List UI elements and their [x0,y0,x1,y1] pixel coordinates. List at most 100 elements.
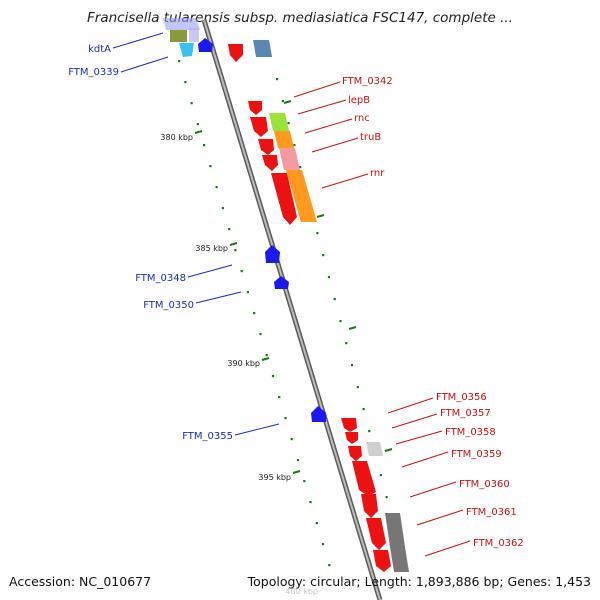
accession-text: Accession: NC_010677 [9,574,151,589]
tick-dot-left [278,396,281,399]
dna-backbone [201,19,383,600]
cog-grey-box-2 [390,547,409,572]
cog-olive-box [170,30,187,42]
tick-dot-left [259,333,262,336]
tick-dot-left [196,123,199,126]
tick-dot-right [322,254,325,257]
tick-dot-right [333,298,336,301]
gene-rnr [271,173,297,225]
gene-FTM_0357 [345,432,358,444]
gene-FTM_0362 [373,550,391,572]
tick-dot-left [271,375,275,378]
gene-truB [262,155,278,171]
tick-dot-left [228,228,231,231]
gene-FTM_0342 [248,101,262,115]
label-FTM_0358: FTM_0358 [445,427,496,438]
tick-label-380: 380 kbp [160,133,193,142]
label-FTM_0357: FTM_0357 [440,408,491,419]
tick-dot-right [379,474,382,477]
tick-dot-right [385,496,388,499]
tick-label-390: 390 kbp [227,359,260,368]
cog-green-lepB [269,113,289,131]
forward-gene-labels: FTM_0342 lepB rnc truB rnr FTM_0356 FTM_… [293,76,524,557]
label-FTM_0362: FTM_0362 [473,538,524,549]
label-FTM_0356: FTM_0356 [436,392,487,403]
tick-dot-left [240,270,243,273]
tick-major-right [348,325,357,331]
tick-major-left [229,241,238,247]
tick-dot-left [309,501,312,504]
tick-dot-right [345,342,348,345]
tick-major-left [194,129,203,135]
tick-dot-left [265,354,268,357]
label-FTM_0355: FTM_0355 [182,431,233,442]
tick-dot-right [327,276,331,279]
label-FTM_0361: FTM_0361 [466,507,517,518]
tick-dot-left [190,102,193,105]
tick-dot-left [184,81,187,84]
tick-dot-left [321,543,325,546]
reverse-gene-labels: kdtA FTM_0339 FTM_0348 FTM_0350 FTM_0355 [68,32,280,442]
scale-labels: 380 kbp 385 kbp 390 kbp 395 kbp 400 kbp [160,133,318,596]
tick-dot-right [339,320,342,323]
tick-dot-left [178,60,181,63]
label-FTM_0350: FTM_0350 [143,300,194,311]
gene-FTM_0348 [265,245,280,263]
gene-kdtA-arrow [198,38,213,52]
tick-dot-right [368,430,371,433]
label-FTM_0342: FTM_0342 [342,76,393,87]
label-FTM_0339: FTM_0339 [68,67,119,78]
topology-text: Topology: circular; Length: 1,893,886 bp… [247,574,591,589]
tick-dot-left [315,522,318,525]
tick-dot-right [287,122,290,125]
label-rnr: rnr [370,168,385,179]
tick-dot-left [303,480,306,483]
tick-dot-right [299,166,302,169]
tick-major-right [384,447,393,453]
tick-dot-left [221,207,224,210]
tick-label-395: 395 kbp [258,473,291,482]
tick-major-left [292,469,301,475]
tick-dot-right [362,408,365,411]
gene-features [179,38,409,572]
label-rnc: rnc [354,113,370,124]
label-FTM_0360: FTM_0360 [459,479,510,490]
tick-dot-left [296,459,300,462]
tick-label-400: 400 kbp [285,587,318,596]
tick-dot-left [284,417,287,420]
gene-FTM_0356 [341,418,357,432]
label-FTM_0348: FTM_0348 [135,273,186,284]
gene-FTM_0361 [366,518,386,550]
cog-orange-rnr [286,170,317,222]
label-kdtA: kdtA [88,44,111,55]
map-title: Francisella tularensis subsp. mediasiati… [87,10,513,26]
top-clipped-genes [163,18,200,42]
tick-dot-right [356,386,359,389]
tick-dot-left [290,438,293,441]
tick-dot-left [246,291,249,294]
tick-label-385: 385 kbp [195,244,228,253]
tick-dot-left [328,564,331,567]
label-truB: truB [360,132,381,143]
tick-major-right [283,99,292,105]
tick-dot-right [293,144,296,147]
tick-major-right [316,213,325,219]
gene-rnc [258,139,274,155]
gene-FTM_0358 [348,446,362,461]
gene-FTM_0359 [352,461,376,496]
tick-dot-left [234,249,237,252]
tick-dot-left [203,144,206,147]
gene-FTM_0350 [274,276,289,289]
gene-lepB [250,117,268,137]
gene-FTM_0355 [311,406,326,422]
gene-near-kdtA-red [228,44,243,62]
gene-FTM_0360 [361,494,378,518]
tick-dot-left [209,165,212,168]
label-lepB: lepB [348,95,370,106]
label-FTM_0359: FTM_0359 [451,449,502,460]
tick-dot-left [253,312,256,315]
tick-dot-left [215,186,218,189]
cog-pink-truB [279,148,300,170]
gene-kdtA [179,43,194,57]
